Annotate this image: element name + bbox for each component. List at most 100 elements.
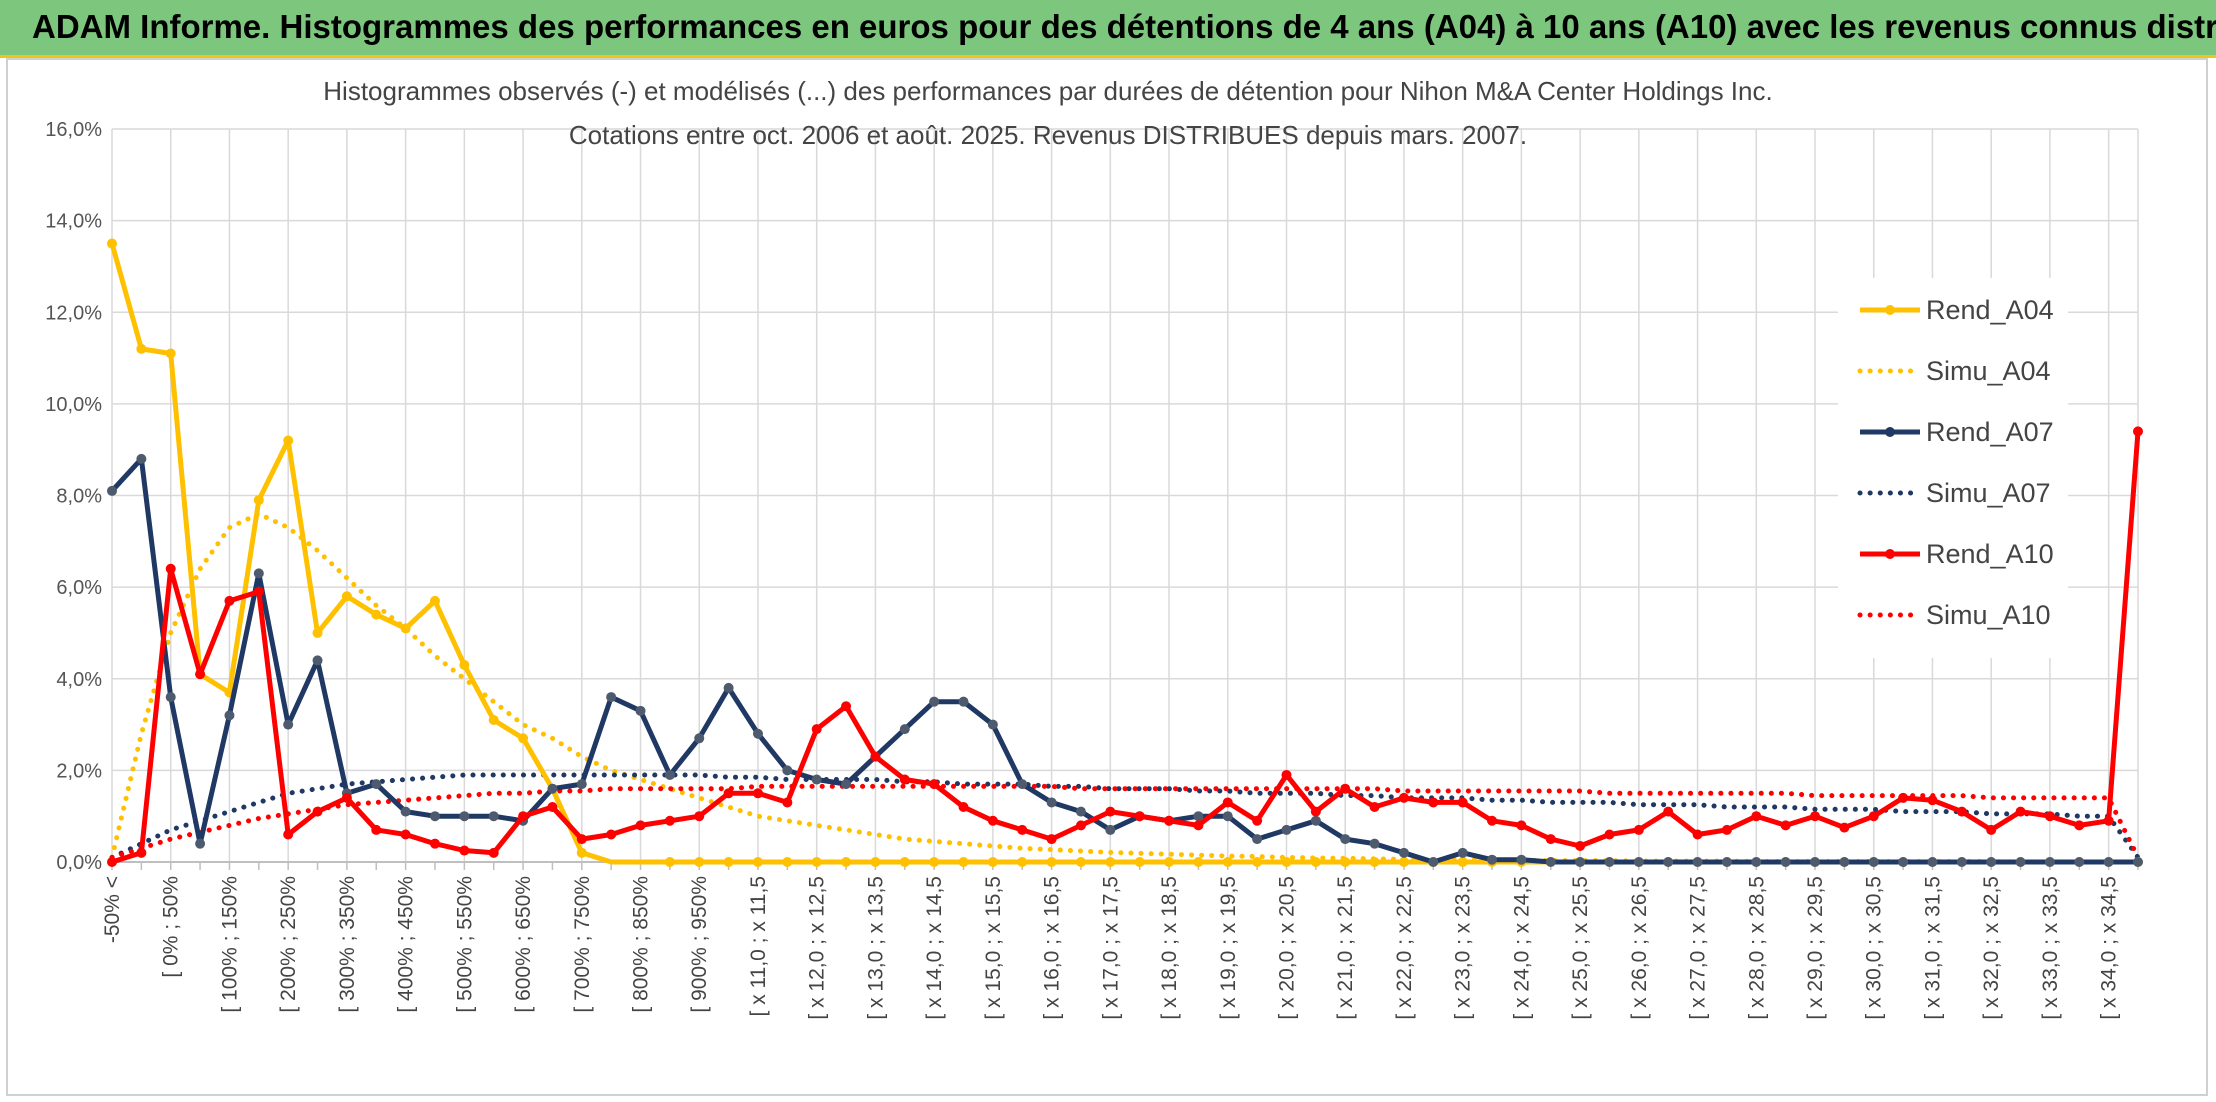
x-tick-label: [ 300% ; 350% — [336, 876, 359, 1013]
data-point — [400, 829, 411, 840]
data-point — [841, 857, 852, 867]
x-tick-label: [ x 27,0 ; x 27,5 — [1687, 876, 1710, 1020]
data-point — [2133, 857, 2143, 867]
data-point — [694, 733, 705, 744]
legend-item: Rend_A07 — [1860, 417, 2054, 447]
data-point — [752, 788, 763, 799]
legend: Rend_A04 Simu_A04 Rend_A07 Simu_A07 Rend_A10… — [1838, 278, 2068, 658]
y-tick-label: 6,0% — [56, 577, 102, 599]
data-point — [811, 774, 822, 785]
y-tick-label: 14,0% — [45, 211, 102, 233]
data-point — [1956, 806, 1967, 817]
legend-label: Rend_A07 — [1926, 417, 2054, 447]
x-tick-label: [ 100% ; 150% — [218, 876, 241, 1013]
data-point — [811, 724, 822, 735]
x-tick-label: [ x 31,0 ; x 31,5 — [1921, 876, 1944, 1020]
data-point — [1839, 857, 1850, 867]
data-point — [664, 815, 675, 826]
data-point — [400, 806, 411, 817]
data-point — [1986, 824, 1997, 835]
data-point — [488, 714, 499, 725]
legend-label: Simu_A10 — [1926, 600, 2051, 630]
x-tick-label: [ x 26,0 ; x 26,5 — [1628, 876, 1651, 1020]
x-tick-label: [ x 18,0 ; x 18,5 — [1158, 876, 1181, 1020]
data-point — [224, 710, 235, 721]
legend-marker — [1885, 427, 1895, 437]
data-point — [576, 779, 587, 790]
data-point — [1927, 857, 1938, 867]
legend-item: Simu_A04 — [1857, 356, 2051, 386]
data-point — [1663, 806, 1674, 817]
data-point — [224, 595, 235, 606]
series-line — [109, 783, 2141, 860]
x-tick-label: [ x 17,0 ; x 17,5 — [1099, 876, 1122, 1020]
data-point — [2103, 815, 2114, 826]
data-point — [459, 845, 470, 856]
data-point — [1516, 820, 1527, 831]
data-point — [283, 719, 294, 730]
data-point — [870, 751, 881, 762]
data-point — [635, 705, 646, 716]
legend-label: Rend_A04 — [1926, 295, 2054, 325]
data-point — [283, 829, 294, 840]
data-point — [107, 857, 117, 867]
data-point — [1956, 857, 1967, 867]
data-point — [1633, 857, 1644, 867]
data-point — [1222, 811, 1233, 822]
x-tick-label: [ x 28,0 ; x 28,5 — [1745, 876, 1768, 1020]
data-point — [429, 838, 440, 849]
data-point — [429, 595, 440, 606]
x-tick-label: [ x 33,0 ; x 33,5 — [2039, 876, 2062, 1020]
data-point — [1457, 847, 1468, 858]
data-point — [1751, 857, 1762, 867]
data-point — [664, 769, 675, 780]
data-point — [371, 824, 382, 835]
data-point — [1487, 815, 1498, 826]
series-line — [111, 431, 2141, 865]
data-point — [2074, 820, 2085, 831]
data-point — [107, 485, 117, 496]
y-tick-label: 8,0% — [56, 486, 102, 508]
data-point — [1164, 857, 1175, 867]
data-point — [2015, 806, 2026, 817]
data-point — [253, 586, 264, 597]
data-point — [165, 692, 176, 703]
data-point — [752, 728, 763, 739]
data-point — [459, 660, 470, 671]
data-point — [1721, 824, 1732, 835]
data-point — [312, 655, 323, 666]
data-point — [1398, 792, 1409, 803]
legend-marker — [1885, 549, 1895, 559]
data-point — [253, 568, 264, 579]
data-point — [1780, 857, 1791, 867]
data-point — [1398, 857, 1409, 867]
data-point — [1545, 834, 1556, 845]
data-point — [1310, 815, 1321, 826]
data-point — [1252, 815, 1263, 826]
data-point — [488, 847, 499, 858]
data-point — [958, 696, 969, 707]
data-point — [929, 857, 940, 867]
data-point — [811, 857, 822, 867]
legend-label: Simu_A04 — [1926, 356, 2051, 386]
data-point — [547, 783, 558, 794]
data-point — [253, 495, 264, 506]
data-point — [1692, 857, 1703, 867]
legend-item: Simu_A10 — [1857, 600, 2051, 630]
data-point — [1545, 857, 1556, 867]
data-point — [1075, 820, 1086, 831]
data-point — [1193, 857, 1204, 867]
data-point — [899, 857, 910, 867]
data-point — [1575, 857, 1586, 867]
y-tick-label: 4,0% — [56, 669, 102, 691]
data-point — [576, 847, 587, 858]
data-point — [1575, 840, 1586, 851]
data-point — [606, 692, 617, 703]
grid — [111, 128, 2139, 863]
data-point — [1898, 792, 1909, 803]
data-point — [1134, 811, 1145, 822]
data-point — [1398, 847, 1409, 858]
series-line — [109, 242, 2138, 865]
data-point — [958, 802, 969, 813]
data-point — [1604, 857, 1615, 867]
